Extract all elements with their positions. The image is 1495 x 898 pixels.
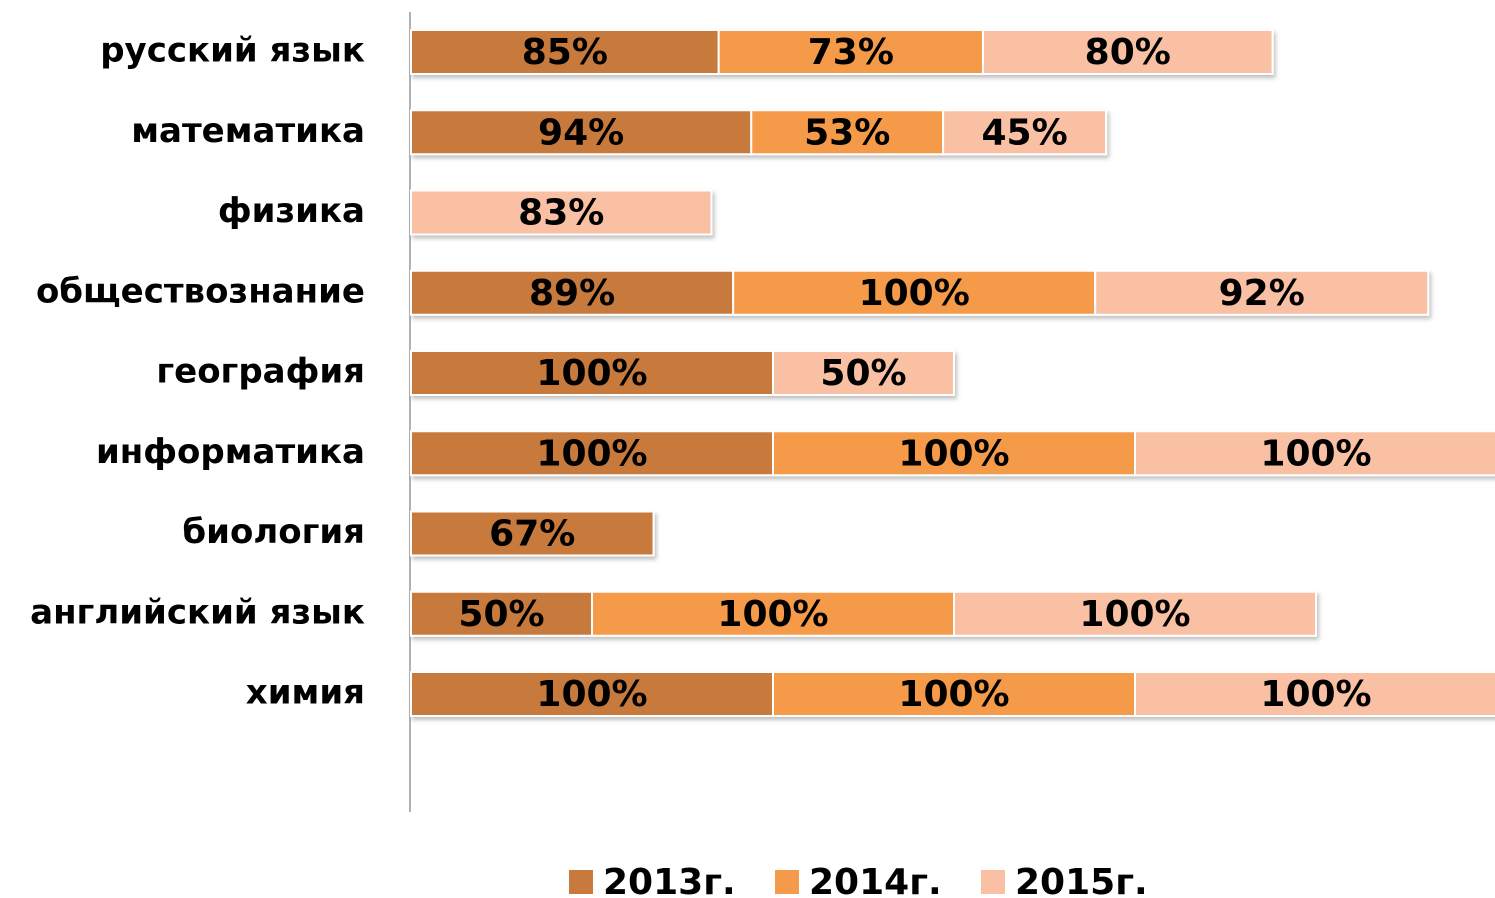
category-label: биология	[182, 512, 365, 552]
bar-segment	[591, 590, 955, 637]
bar-group	[410, 510, 655, 557]
data-label: 50%	[820, 353, 906, 394]
data-label: 89%	[529, 273, 615, 314]
bar-segment	[410, 350, 774, 396]
legend-swatch	[981, 870, 1005, 894]
category-label: информатика	[96, 432, 365, 472]
bar-group	[410, 671, 1495, 717]
bar-segment	[772, 350, 955, 396]
bar-segment	[410, 430, 774, 477]
bar-group	[410, 350, 955, 396]
data-label: 67%	[489, 514, 575, 555]
bar-segment	[942, 109, 1108, 156]
bar-group	[410, 109, 1108, 156]
bar-segment	[717, 29, 984, 75]
data-label: 100%	[717, 594, 828, 635]
category-label: английский язык	[30, 592, 365, 632]
category-label: химия	[246, 673, 365, 713]
bar-segment	[1134, 430, 1495, 477]
bar-segment	[410, 671, 774, 717]
data-label: 45%	[982, 112, 1068, 153]
bar-segment	[732, 269, 1097, 316]
category-label: русский язык	[100, 31, 365, 71]
data-label: 50%	[458, 594, 544, 635]
legend-swatch	[775, 870, 799, 894]
category-label: математика	[131, 111, 365, 151]
data-label: 80%	[1085, 32, 1171, 73]
data-label: 100%	[898, 433, 1009, 474]
bar-segment	[953, 590, 1317, 637]
legend-swatch	[569, 870, 593, 894]
data-label: 100%	[859, 273, 970, 314]
bar-segment	[981, 29, 1274, 75]
bar-segment	[1094, 269, 1430, 316]
data-label: 100%	[1260, 433, 1371, 474]
bar-group	[410, 269, 1430, 316]
data-label: 100%	[1079, 594, 1190, 635]
data-label: 85%	[522, 32, 608, 73]
data-label: 53%	[804, 112, 890, 153]
data-label: 100%	[536, 353, 647, 394]
bar-segment	[1134, 671, 1495, 717]
data-label: 100%	[536, 433, 647, 474]
data-label: 100%	[898, 674, 1009, 715]
category-label: физика	[218, 191, 365, 231]
data-label: 100%	[536, 674, 647, 715]
bar-segment	[772, 430, 1136, 477]
bar-group	[410, 590, 1317, 637]
bar-group	[410, 29, 1274, 75]
bar-segment	[410, 189, 713, 236]
category-label: обществознание	[36, 271, 365, 311]
legend-label: 2014г.	[809, 862, 942, 898]
bar-group	[410, 189, 713, 236]
data-label: 83%	[518, 193, 604, 234]
data-label: 100%	[1260, 674, 1371, 715]
data-label: 73%	[808, 32, 894, 73]
bar-segment	[410, 510, 655, 557]
legend-label: 2015г.	[1015, 862, 1148, 898]
category-label: география	[156, 352, 365, 392]
data-label: 92%	[1219, 273, 1305, 314]
bar-segment	[772, 671, 1136, 717]
bar-segment	[410, 590, 593, 637]
data-label: 94%	[538, 112, 624, 153]
bar-group	[410, 430, 1495, 477]
legend-label: 2013г.	[603, 862, 736, 898]
